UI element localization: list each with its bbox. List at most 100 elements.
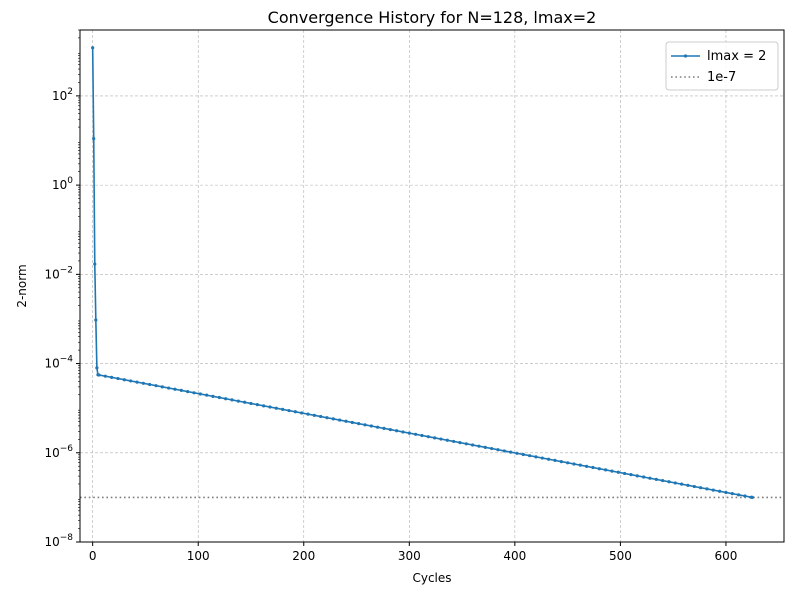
series-point (502, 449, 506, 453)
series-point (274, 406, 278, 410)
legend-box (665, 41, 779, 91)
series-point (268, 405, 272, 409)
series-point (205, 393, 209, 397)
series-point (686, 483, 690, 487)
plot-frame (79, 29, 785, 543)
series-point (585, 464, 589, 468)
series-point (724, 490, 728, 495)
series-point (610, 469, 614, 473)
series-point (578, 463, 582, 467)
series-point (97, 373, 101, 377)
y-tick-label: 10−6 (44, 444, 73, 460)
y-tick-label: 102 (52, 87, 73, 103)
series-point (262, 404, 266, 408)
series-point (515, 451, 519, 455)
series-point (629, 473, 633, 477)
chart-title: Convergence History for N=128, lmax=2 (268, 8, 597, 27)
series-point (249, 401, 253, 406)
series-point (173, 387, 177, 391)
series-point (673, 481, 677, 485)
series-point (407, 431, 411, 435)
series-point (211, 394, 215, 398)
series-point (395, 429, 399, 433)
series-point (129, 379, 133, 383)
series-point (426, 435, 430, 439)
series-point (635, 474, 639, 478)
y-tick-label: 100 (52, 176, 73, 192)
y-tick-label: 10−4 (44, 355, 73, 371)
series-point (388, 427, 392, 432)
series-point (293, 410, 297, 414)
series-point (547, 457, 551, 461)
series-point (743, 494, 747, 498)
x-tick-label: 500 (609, 549, 632, 563)
series-point (357, 422, 361, 426)
series-point (445, 438, 449, 442)
series-point (110, 375, 114, 379)
series-point (376, 425, 380, 429)
series-point (312, 413, 316, 417)
series-point (325, 416, 329, 420)
series-point (496, 448, 500, 452)
series-point (654, 477, 658, 481)
series-point (382, 426, 386, 430)
series-point (572, 462, 576, 466)
series-point (92, 137, 96, 141)
series-point (692, 484, 696, 489)
legend-label-threshold: 1e-7 (707, 70, 736, 85)
legend-marker-main (683, 54, 688, 58)
series-point (350, 420, 354, 425)
x-tick-label: 300 (398, 549, 421, 563)
series-point (433, 436, 437, 440)
series-point (452, 439, 456, 444)
series-point (224, 397, 228, 401)
x-tick-label: 200 (292, 549, 315, 563)
series-point (236, 399, 240, 403)
series-point (559, 460, 563, 464)
series-point (477, 444, 481, 448)
series-point (160, 385, 164, 389)
series-point (642, 475, 646, 479)
x-tick-label: 400 (503, 549, 526, 563)
series-point (680, 482, 684, 486)
series-point (331, 417, 335, 421)
series-point (540, 456, 544, 460)
series-point (705, 487, 709, 491)
series-point (737, 493, 741, 497)
legend-label-main: lmax = 2 (707, 49, 766, 64)
series-point (363, 423, 367, 427)
series-point (604, 468, 608, 472)
series-point (528, 454, 532, 458)
series-point (648, 476, 652, 480)
x-tick-label: 100 (187, 549, 210, 563)
y-tick-label: 10−8 (44, 533, 73, 549)
series-point (319, 414, 323, 419)
series-point (287, 408, 291, 413)
series-point (94, 318, 98, 322)
series-point (167, 386, 171, 390)
series-point (730, 492, 734, 496)
series-point (255, 403, 259, 407)
series-point (300, 411, 304, 415)
series-point (483, 445, 487, 449)
series-point (154, 384, 158, 388)
series-point (243, 400, 247, 404)
series-point (750, 495, 754, 499)
series-point (591, 465, 595, 470)
series-point (186, 390, 190, 394)
series-point (344, 419, 348, 423)
series-point (718, 489, 722, 493)
series-point (458, 441, 462, 445)
series-point (198, 392, 202, 396)
series-point (369, 424, 373, 428)
series-point (521, 452, 525, 457)
series-point (420, 433, 424, 438)
series-point (667, 480, 671, 484)
x-axis-label: Cycles (412, 571, 451, 585)
series-point (116, 376, 120, 381)
series-point (661, 478, 665, 483)
y-axis-label: 2-norm (15, 264, 29, 307)
x-tick-label: 600 (714, 549, 737, 563)
series-point (401, 430, 405, 434)
